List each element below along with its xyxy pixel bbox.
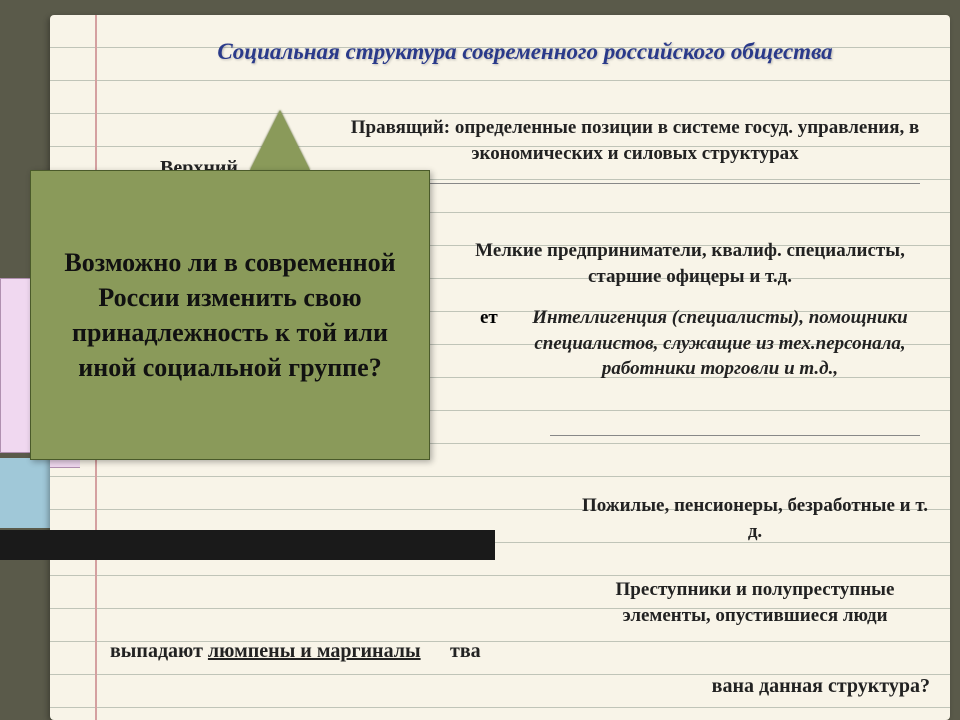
bottom-underlined: люмпены и маргиналы: [208, 640, 421, 662]
bottom-question: вана данная структура?: [712, 675, 930, 698]
separator: [380, 183, 920, 184]
slide-title: Социальная структура современного россий…: [130, 37, 920, 67]
question-overlay: Возможно ли в современной России изменит…: [30, 170, 430, 460]
frag-et: ет: [480, 307, 498, 329]
question-text: Возможно ли в современной России изменит…: [51, 245, 409, 385]
black-band: [0, 530, 495, 560]
desc-criminals: Преступники и полупреступные элементы, о…: [580, 577, 930, 628]
bottom-line: выпадают люмпены и маргиналы: [110, 640, 421, 663]
pyramid-top-icon: [250, 110, 310, 170]
desc-intel: Интеллигенция (специалисты), помощники с…: [510, 305, 930, 382]
frag-tva: тва: [450, 640, 481, 663]
desc-middle: Мелкие предприниматели, квалиф. специали…: [450, 238, 930, 289]
separator: [550, 435, 920, 436]
desc-ruling: Правящий: определенные позиции в системе…: [340, 115, 930, 166]
desc-elderly: Пожилые, пенсионеры, безработные и т. д.: [580, 493, 930, 544]
bottom-prefix: выпадают: [110, 640, 208, 662]
